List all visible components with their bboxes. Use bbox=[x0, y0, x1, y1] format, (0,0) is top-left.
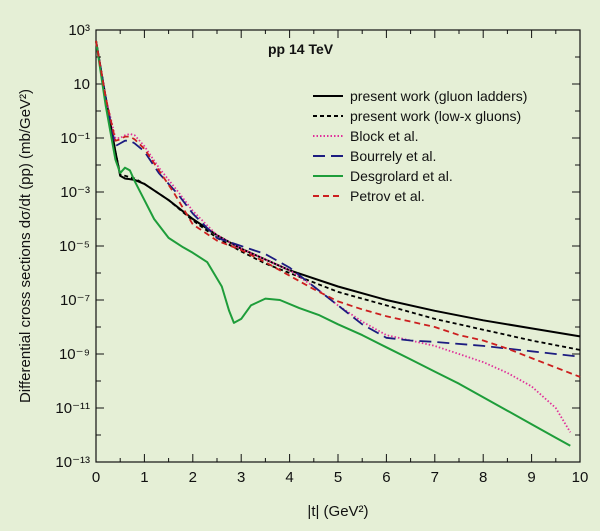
y-tick-label: 10⁻³ bbox=[60, 184, 90, 201]
legend-entry-label: Petrov et al. bbox=[350, 188, 425, 204]
x-tick-label: 7 bbox=[431, 469, 439, 486]
y-tick-label: 10⁻⁷ bbox=[60, 292, 90, 309]
y-tick-label: 10 bbox=[73, 76, 90, 93]
legend-entry-label: present work (low-x gluons) bbox=[350, 108, 521, 124]
x-tick-label: 5 bbox=[334, 469, 342, 486]
series-layer bbox=[95, 40, 581, 447]
annotation-label: pp 14 TeV bbox=[268, 41, 334, 57]
series-line-bourrely-et-al bbox=[95, 40, 581, 358]
x-tick-label: 3 bbox=[237, 469, 245, 486]
legend-entry-label: Desgrolard et al. bbox=[350, 168, 453, 184]
series-line-desgrolard-et-al bbox=[95, 40, 571, 447]
legend-entry-label: Block et al. bbox=[350, 128, 418, 144]
legend: present work (gluon ladders) present work… bbox=[313, 88, 527, 204]
x-tick-label: 0 bbox=[92, 469, 100, 486]
axis-ticks: 0 1 2 3 4 5 6 7 8 9 10 10³ 10 10⁻¹ 10⁻³ 10⁻⁵ 10⁻⁷ 10⁻⁹ 10⁻… bbox=[55, 22, 588, 486]
x-axis-label: |t| (GeV²) bbox=[307, 503, 368, 520]
y-tick-label: 10³ bbox=[68, 22, 90, 39]
y-tick-label: 10⁻¹ bbox=[60, 130, 90, 147]
y-tick-label: 10⁻¹³ bbox=[55, 454, 90, 471]
x-tick-label: 10 bbox=[572, 469, 589, 486]
x-tick-label: 8 bbox=[479, 469, 487, 486]
y-tick-label: 10⁻⁹ bbox=[59, 346, 90, 363]
x-tick-label: 1 bbox=[140, 469, 148, 486]
series-line-petrov-et-al bbox=[95, 40, 581, 378]
legend-entry-label: present work (gluon ladders) bbox=[350, 88, 527, 104]
x-tick-label: 9 bbox=[527, 469, 535, 486]
y-tick-label: 10⁻¹¹ bbox=[55, 400, 90, 417]
legend-entry-label: Bourrely et al. bbox=[350, 148, 436, 164]
x-tick-label: 6 bbox=[382, 469, 390, 486]
x-tick-label: 4 bbox=[285, 469, 293, 486]
y-tick-label: 10⁻⁵ bbox=[59, 238, 90, 255]
x-tick-label: 2 bbox=[189, 469, 197, 486]
y-axis-label: Differential cross sections dσ/dt (pp) (… bbox=[17, 89, 34, 403]
